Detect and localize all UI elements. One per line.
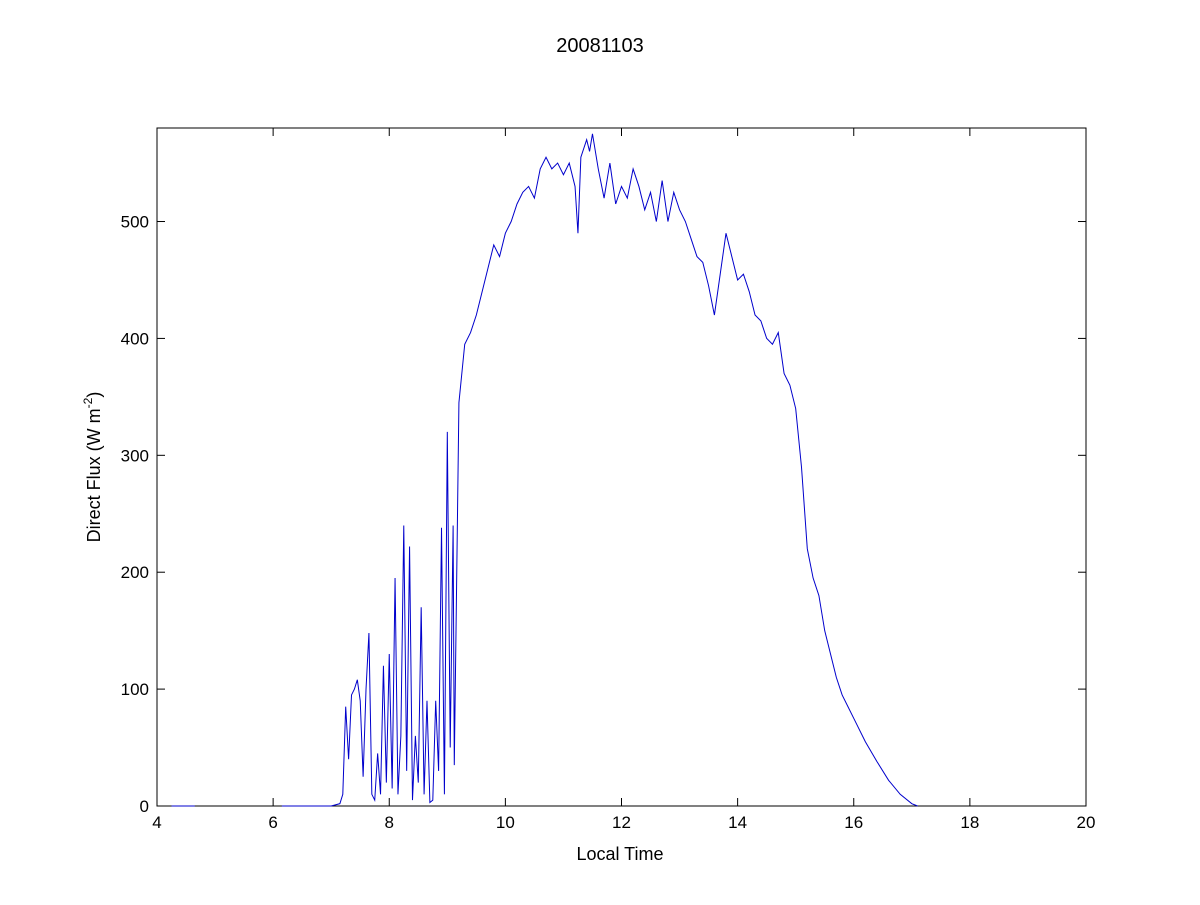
x-tick-label: 8 xyxy=(385,813,394,832)
x-tick-label: 12 xyxy=(612,813,631,832)
x-tick-label: 4 xyxy=(152,813,161,832)
y-tick-label: 500 xyxy=(121,213,149,232)
y-axis-label: Direct Flux (W m-2) xyxy=(81,392,104,543)
y-label-sup: -2 xyxy=(81,397,95,408)
y-tick-label: 100 xyxy=(121,680,149,699)
y-tick-label: 400 xyxy=(121,329,149,348)
y-label-text: Direct Flux (W m xyxy=(84,408,104,542)
y-label-suffix: ) xyxy=(84,392,104,398)
x-tick-label: 6 xyxy=(268,813,277,832)
x-tick-label: 16 xyxy=(844,813,863,832)
data-line xyxy=(171,133,918,807)
x-tick-label: 20 xyxy=(1077,813,1096,832)
x-tick-label: 18 xyxy=(960,813,979,832)
chart-title: 20081103 xyxy=(556,35,644,57)
x-tick-label: 10 xyxy=(496,813,515,832)
y-tick-label: 200 xyxy=(121,563,149,582)
y-tick-label: 300 xyxy=(121,446,149,465)
x-tick-label: 14 xyxy=(728,813,747,832)
y-tick-label: 0 xyxy=(140,797,149,816)
x-axis-label: Local Time xyxy=(576,844,663,864)
